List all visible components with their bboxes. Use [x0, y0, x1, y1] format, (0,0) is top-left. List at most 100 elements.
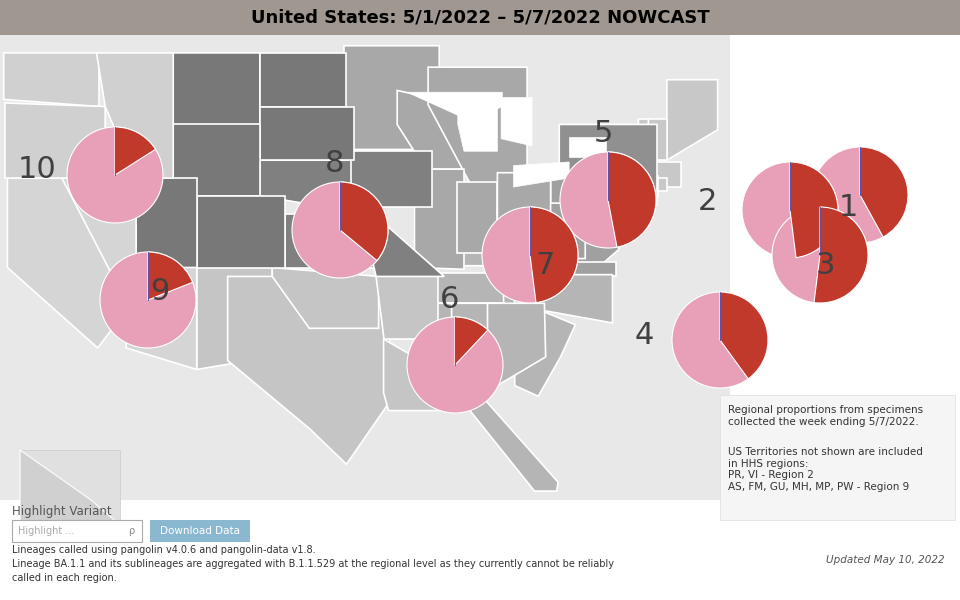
Polygon shape	[457, 182, 497, 253]
Polygon shape	[563, 219, 618, 277]
Polygon shape	[351, 151, 432, 206]
Text: 3: 3	[815, 251, 835, 280]
Text: 4: 4	[635, 320, 654, 349]
Wedge shape	[115, 127, 156, 175]
Polygon shape	[501, 98, 532, 146]
Circle shape	[672, 292, 768, 388]
Polygon shape	[592, 233, 594, 235]
Polygon shape	[344, 46, 440, 149]
Polygon shape	[635, 176, 659, 196]
Wedge shape	[790, 162, 838, 257]
Circle shape	[482, 207, 578, 303]
Polygon shape	[497, 173, 551, 253]
Text: 7: 7	[536, 251, 555, 280]
Polygon shape	[126, 268, 197, 370]
Polygon shape	[173, 124, 260, 196]
Polygon shape	[284, 214, 376, 268]
Polygon shape	[504, 275, 612, 323]
Bar	[0, 0, 960, 35]
Polygon shape	[514, 162, 569, 187]
Polygon shape	[384, 339, 445, 410]
Polygon shape	[20, 450, 120, 525]
Text: Download Data: Download Data	[160, 526, 240, 536]
Polygon shape	[407, 92, 502, 121]
Polygon shape	[637, 162, 681, 187]
Circle shape	[742, 162, 838, 258]
Polygon shape	[61, 178, 136, 303]
Polygon shape	[413, 303, 458, 389]
Text: US Territories not shown are included
in HHS regions:
PR, VI - Region 2
AS, FM, : US Territories not shown are included in…	[728, 447, 923, 492]
Polygon shape	[260, 53, 347, 107]
Text: 2: 2	[697, 187, 717, 217]
Wedge shape	[814, 207, 868, 303]
Wedge shape	[148, 252, 193, 300]
Polygon shape	[463, 375, 558, 491]
Text: Highlight Variant: Highlight Variant	[12, 505, 111, 518]
Text: 8: 8	[325, 149, 345, 179]
Wedge shape	[530, 207, 578, 302]
Polygon shape	[488, 303, 545, 386]
Wedge shape	[608, 152, 656, 247]
Polygon shape	[260, 107, 354, 160]
Polygon shape	[260, 160, 368, 214]
Polygon shape	[648, 119, 667, 160]
Polygon shape	[429, 273, 537, 303]
Text: Updated May 10, 2022: Updated May 10, 2022	[827, 555, 945, 565]
Polygon shape	[638, 119, 648, 166]
Polygon shape	[438, 235, 533, 266]
Polygon shape	[524, 203, 586, 259]
Text: 9: 9	[151, 277, 170, 307]
Text: ρ: ρ	[128, 526, 134, 536]
Wedge shape	[455, 317, 488, 365]
Polygon shape	[361, 203, 444, 277]
Polygon shape	[5, 103, 106, 178]
Polygon shape	[515, 299, 575, 396]
Circle shape	[292, 182, 388, 278]
Bar	[720, 395, 955, 520]
Polygon shape	[451, 303, 496, 389]
Text: Lineage BA.1.1 and its sublineages are aggregated with B.1.1.529 at the regional: Lineage BA.1.1 and its sublineages are a…	[12, 559, 614, 569]
Polygon shape	[397, 91, 470, 169]
Circle shape	[67, 127, 163, 223]
Polygon shape	[8, 178, 129, 348]
Wedge shape	[720, 292, 768, 379]
Text: called in each region.: called in each region.	[12, 573, 117, 583]
Text: Highlight ...: Highlight ...	[18, 526, 74, 536]
Polygon shape	[97, 53, 173, 178]
Wedge shape	[860, 147, 908, 237]
Text: 1: 1	[838, 193, 857, 221]
Polygon shape	[197, 196, 284, 268]
Text: United States: 5/1/2022 – 5/7/2022 NOWCAST: United States: 5/1/2022 – 5/7/2022 NOWCA…	[251, 8, 709, 26]
Polygon shape	[458, 107, 497, 151]
Circle shape	[407, 317, 503, 413]
Polygon shape	[511, 262, 616, 277]
Circle shape	[772, 207, 868, 303]
Circle shape	[100, 252, 196, 348]
Text: 10: 10	[17, 155, 57, 185]
Polygon shape	[273, 268, 378, 328]
Polygon shape	[0, 35, 730, 500]
Text: 6: 6	[441, 284, 460, 313]
Text: Lineages called using pangolin v4.0.6 and pangolin-data v1.8.: Lineages called using pangolin v4.0.6 an…	[12, 545, 316, 555]
Bar	[150, 520, 250, 542]
Polygon shape	[136, 178, 197, 268]
Polygon shape	[428, 67, 527, 184]
Polygon shape	[551, 173, 622, 219]
Wedge shape	[340, 182, 388, 260]
Polygon shape	[609, 217, 618, 241]
Polygon shape	[376, 277, 438, 339]
Polygon shape	[197, 268, 273, 370]
Polygon shape	[20, 450, 120, 525]
Text: Regional proportions from specimens
collected the week ending 5/7/2022.: Regional proportions from specimens coll…	[728, 405, 924, 427]
Circle shape	[812, 147, 908, 243]
Polygon shape	[569, 137, 607, 157]
Polygon shape	[111, 53, 260, 133]
Text: 5: 5	[593, 119, 612, 148]
Circle shape	[560, 152, 656, 248]
Bar	[12, 520, 142, 542]
Polygon shape	[415, 169, 464, 269]
Polygon shape	[667, 80, 718, 160]
Polygon shape	[560, 124, 657, 223]
Polygon shape	[228, 277, 390, 464]
Polygon shape	[657, 178, 667, 191]
